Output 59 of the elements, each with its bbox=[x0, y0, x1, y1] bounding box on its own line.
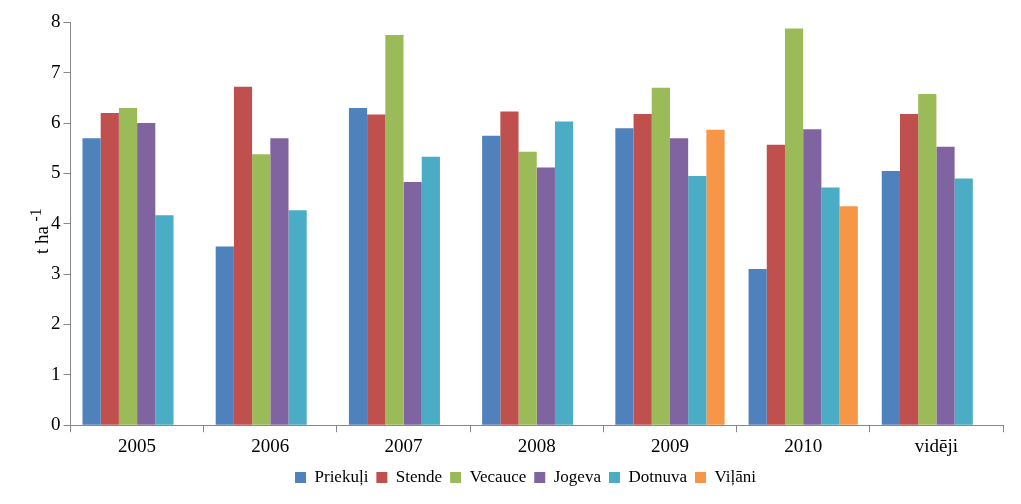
bar bbox=[100, 113, 119, 425]
x-tick-label: 2010 bbox=[784, 434, 823, 456]
bar bbox=[881, 170, 900, 425]
bar bbox=[615, 128, 634, 425]
bar bbox=[918, 93, 937, 425]
bar bbox=[215, 246, 234, 425]
legend-label: Stende bbox=[395, 466, 443, 486]
bar bbox=[536, 167, 555, 425]
bar bbox=[82, 138, 101, 425]
bar bbox=[403, 182, 422, 425]
y-tick-label: 7 bbox=[51, 60, 61, 82]
x-tick-label: 2005 bbox=[118, 434, 157, 456]
y-tick-label: 4 bbox=[51, 211, 61, 233]
bar bbox=[803, 129, 822, 425]
y-tick-label: 5 bbox=[51, 161, 61, 183]
bar bbox=[936, 146, 955, 425]
bar bbox=[233, 86, 253, 425]
bar bbox=[784, 28, 804, 425]
y-tick-label: 8 bbox=[51, 10, 61, 32]
x-tick-label: 2006 bbox=[251, 434, 290, 456]
bar bbox=[766, 144, 785, 425]
bar bbox=[839, 206, 858, 425]
bar bbox=[288, 210, 307, 425]
bar bbox=[500, 111, 519, 425]
bar bbox=[482, 135, 501, 425]
bar bbox=[367, 114, 386, 425]
bar bbox=[421, 156, 440, 425]
x-tick-label: 2009 bbox=[650, 434, 689, 456]
legend-label: Priekuļi bbox=[314, 466, 369, 486]
bar bbox=[137, 123, 156, 425]
legend-label: Vecauce bbox=[469, 466, 527, 486]
bar bbox=[706, 129, 725, 425]
bar bbox=[688, 175, 707, 425]
x-tick-label: 2007 bbox=[384, 434, 423, 456]
y-tick-label: 2 bbox=[51, 312, 61, 334]
bar bbox=[348, 108, 368, 425]
bar bbox=[155, 215, 174, 425]
bar bbox=[252, 154, 271, 425]
y-tick-label: 6 bbox=[51, 111, 61, 133]
legend-label: Viļāni bbox=[714, 466, 757, 486]
bar bbox=[954, 178, 973, 425]
bar bbox=[518, 151, 537, 425]
y-tick-label: 0 bbox=[51, 413, 61, 435]
bar bbox=[633, 114, 652, 425]
bar bbox=[554, 121, 574, 425]
x-tick-label: vidēji bbox=[914, 434, 959, 456]
bar bbox=[270, 138, 289, 425]
x-tick-label: 2008 bbox=[517, 434, 556, 456]
bar bbox=[651, 87, 670, 425]
bar bbox=[385, 34, 404, 425]
bar bbox=[118, 108, 138, 425]
y-tick-label: 3 bbox=[51, 262, 61, 284]
legend-label: Dotnuva bbox=[628, 466, 688, 486]
bar bbox=[669, 138, 689, 425]
bar bbox=[748, 269, 767, 425]
legend-label: Jogeva bbox=[553, 466, 602, 486]
bar bbox=[899, 114, 919, 425]
bar bbox=[821, 187, 840, 425]
y-tick-label: 1 bbox=[51, 362, 61, 384]
